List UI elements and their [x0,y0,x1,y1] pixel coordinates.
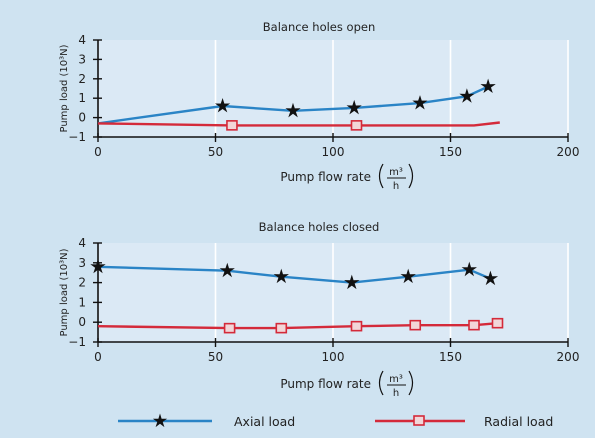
chart-panel-1: −1 0 1 2 3 4 0 50 100 150 200 Balance holes open Pum… [59,20,579,192]
axial-load-point [214,98,231,113]
axial-load-point [400,268,416,284]
radial-load-point [468,319,480,331]
legend-axial-marker [152,413,168,428]
axial-load-point [344,274,360,290]
x-tick-label: 0 [94,145,102,159]
x-tick-label: 150 [439,145,462,159]
axial-load-point [273,268,289,284]
axial-load-point [90,258,106,274]
x-tick-label: 50 [208,145,223,159]
radial-load-point [409,319,422,331]
y-tick-label: 2 [78,72,86,86]
unit-bracket-right [408,163,414,189]
x-tick-label: 100 [322,350,345,364]
axial-load-point [459,88,475,103]
legend-radial-marker [413,415,425,426]
x-tick-label: 200 [557,350,580,364]
radial-load-point [226,120,238,131]
y-tick-label: −1 [68,335,86,349]
y-tick-label: 3 [78,256,86,270]
x-axis-label: Pump flow rate [280,377,371,391]
x-unit-numerator: m³ [389,167,403,178]
y-tick-label: −1 [68,130,86,144]
chart-title: Balance holes closed [259,220,380,234]
unit-bracket-left [378,163,384,189]
y-tick-label: 0 [78,315,86,329]
unit-bracket-right [408,370,414,396]
y-axis-label: Pump load (10³N) [59,248,70,336]
x-unit-numerator: m³ [389,374,403,385]
y-tick-label: 2 [78,276,86,290]
radial-load-point [491,317,504,329]
chart-panel-2: −1 0 1 2 3 4 0 50 100 150 200 Balance holes closed P… [59,220,579,399]
y-tick-label: 4 [78,236,86,250]
x-tick-label: 0 [94,350,102,364]
x-unit-denominator: h [393,388,399,399]
radial-load-point [223,322,236,334]
unit-bracket-left [378,370,384,396]
axial-load-point [482,270,499,286]
x-tick-label: 200 [557,145,580,159]
y-axis-label: Pump load (10³N) [59,44,70,132]
x-tick-label: 150 [439,350,462,364]
y-tick-label: 1 [78,295,86,309]
radial-load-point [350,120,363,131]
axial-load-point [285,102,301,118]
radial-load-point [275,322,288,334]
legend: Axial load Radial load [118,413,553,429]
x-tick-label: 50 [208,350,223,364]
y-tick-label: 4 [78,33,86,47]
axial-load-point [412,95,428,110]
axial-load-point [219,262,235,278]
axial-load-point [461,261,477,277]
y-tick-label: 1 [78,91,86,105]
x-axis-label: Pump flow rate [280,170,371,184]
y-tick-label: 0 [78,111,86,125]
legend-axial-label: Axial load [234,414,295,429]
y-tick-label: 3 [78,52,86,66]
axial-load-point [480,78,496,93]
radial-load-point [350,320,363,332]
legend-radial-label: Radial load [484,414,553,429]
axial-load-point [346,99,362,115]
chart-title: Balance holes open [263,20,375,34]
x-unit-denominator: h [393,181,399,192]
x-tick-label: 100 [322,145,345,159]
